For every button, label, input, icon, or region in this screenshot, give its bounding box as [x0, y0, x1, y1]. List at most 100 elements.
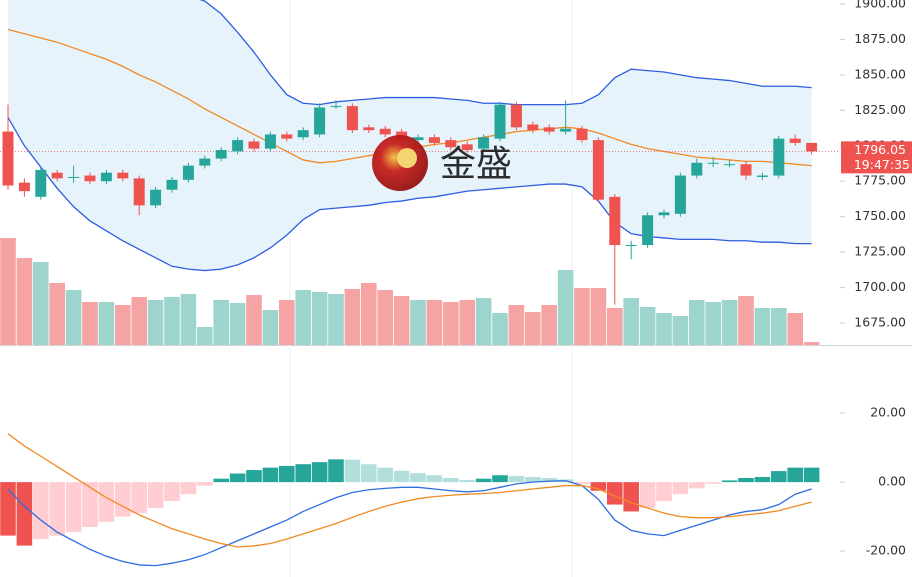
macd-hist: [377, 467, 393, 483]
macd-hist: [262, 467, 279, 483]
macd-hist: [525, 476, 541, 483]
candle-body: [166, 179, 178, 190]
candle-body: [68, 176, 80, 178]
volume-bar: [492, 313, 508, 345]
candle-body: [346, 106, 358, 131]
volume-bar: [98, 302, 115, 345]
volume-bar: [82, 302, 98, 345]
volume-bar: [771, 308, 787, 345]
candle-body: [707, 162, 719, 164]
candle-body: [576, 128, 588, 141]
volume-bar: [131, 297, 147, 345]
macd-hist: [295, 464, 311, 483]
y-tick-label: 1750.00: [854, 208, 906, 223]
candle-body: [100, 172, 112, 182]
candle-body: [494, 104, 506, 139]
candle-body: [297, 130, 309, 138]
macd-hist: [246, 470, 262, 483]
volume-bar: [344, 289, 361, 345]
y-tick-label: 1900.00: [854, 0, 906, 10]
volume-bar: [557, 270, 574, 345]
candle-body: [215, 150, 227, 159]
volume-bar: [475, 298, 492, 345]
volume-bar: [672, 316, 689, 345]
candle-body: [674, 175, 686, 214]
candle-body: [248, 141, 260, 149]
volume-bar: [328, 294, 344, 345]
candle-body: [806, 142, 818, 152]
macd-hist: [656, 482, 672, 502]
macd-hist: [311, 462, 328, 483]
macd-line: [7, 480, 812, 567]
candle-body: [18, 182, 30, 192]
candle-body: [609, 196, 621, 246]
candle-body: [84, 175, 96, 182]
macd-hist: [754, 476, 771, 483]
candle-body: [658, 212, 670, 216]
macd-tick-label: 20.00: [870, 405, 906, 420]
macd-hist: [803, 467, 820, 483]
volume-bar: [147, 300, 164, 345]
macd-hist: [33, 482, 49, 540]
y-tick-label: 1850.00: [854, 66, 906, 81]
volume-bar: [754, 308, 771, 345]
candle-body: [740, 164, 752, 176]
volume-bar: [574, 288, 590, 345]
volume-bar: [279, 300, 295, 345]
candle-body: [428, 137, 440, 143]
macd-hist: [65, 482, 82, 533]
macd-hist: [49, 482, 65, 536]
watermark: 金盛: [372, 135, 512, 191]
macd-hist: [574, 482, 590, 484]
volume-bar: [590, 288, 607, 345]
y-tick-label: 1825.00: [854, 102, 906, 117]
candle-body: [756, 175, 768, 177]
volume-bar: [721, 300, 738, 345]
macd-tick-label: -20.00: [866, 543, 906, 558]
macd-pane: [0, 433, 820, 567]
macd-hist: [147, 482, 164, 509]
volume-bar: [311, 292, 328, 345]
candle-body: [543, 127, 555, 132]
volume-bar: [377, 290, 393, 345]
volume-bar: [262, 310, 279, 345]
price-axis: 1900.001875.001850.001825.001800.001775.…: [840, 0, 912, 558]
candle-body: [232, 140, 244, 152]
volume-bar: [639, 307, 656, 345]
candle-body: [363, 127, 375, 131]
volume-bar: [246, 295, 262, 345]
macd-hist: [16, 482, 33, 546]
volume-bar: [541, 305, 557, 345]
watermark-text: 金盛: [440, 144, 512, 185]
volume-bar: [16, 258, 33, 345]
volume-bar: [229, 303, 246, 345]
macd-hist: [115, 482, 131, 517]
candle-body: [560, 128, 572, 132]
candle-body: [527, 124, 539, 131]
macd-hist: [344, 459, 361, 483]
macd-hist: [689, 482, 705, 489]
macd-hist: [131, 482, 147, 514]
volume-bar: [426, 300, 443, 345]
macd-hist: [771, 471, 787, 483]
candle-body: [133, 178, 145, 206]
signal-line: [7, 433, 812, 548]
volume-bar: [607, 308, 623, 345]
volume-bar: [295, 290, 311, 345]
macd-hist: [443, 477, 459, 483]
macd-hist: [705, 482, 721, 484]
candle-body: [478, 137, 490, 149]
volume-bar: [180, 294, 197, 345]
candle-body: [330, 106, 342, 108]
volume-bar: [705, 302, 721, 345]
volume-bar: [65, 290, 82, 345]
volume-bar: [656, 313, 672, 345]
macd-hist: [721, 480, 738, 483]
candle-body: [642, 215, 654, 246]
volume-bar: [525, 312, 541, 345]
volume-bar: [361, 283, 377, 345]
macd-hist: [590, 482, 607, 491]
volume-bar: [33, 262, 49, 345]
volume-bar: [197, 327, 213, 345]
last-price-label: 1796.05: [854, 142, 906, 157]
